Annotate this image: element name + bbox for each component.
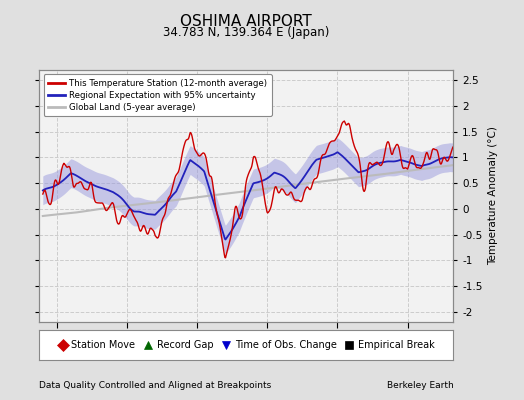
- Text: Berkeley Earth: Berkeley Earth: [387, 381, 453, 390]
- Y-axis label: Temperature Anomaly (°C): Temperature Anomaly (°C): [488, 126, 498, 266]
- Text: Data Quality Controlled and Aligned at Breakpoints: Data Quality Controlled and Aligned at B…: [39, 381, 271, 390]
- Legend: Station Move, Record Gap, Time of Obs. Change, Empirical Break: Station Move, Record Gap, Time of Obs. C…: [54, 336, 439, 354]
- Legend: This Temperature Station (12-month average), Regional Expectation with 95% uncer: This Temperature Station (12-month avera…: [43, 74, 272, 116]
- Text: 34.783 N, 139.364 E (Japan): 34.783 N, 139.364 E (Japan): [163, 26, 330, 39]
- Text: OSHIMA AIRPORT: OSHIMA AIRPORT: [180, 14, 312, 29]
